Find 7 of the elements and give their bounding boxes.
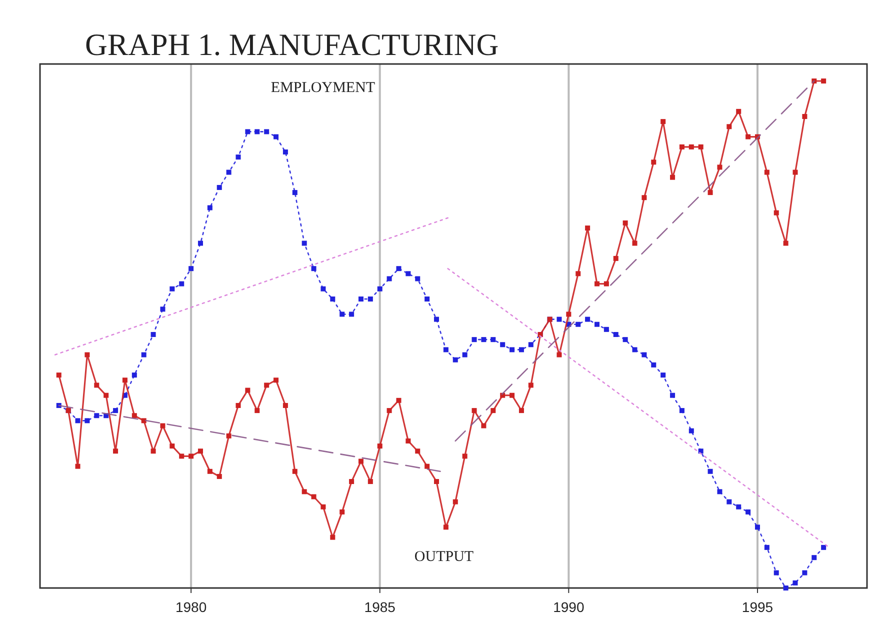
text: EMPLOYMENT: [270, 80, 376, 96]
x-tick-label: 1985: [364, 599, 396, 615]
x-tick-label: 1980: [175, 599, 207, 615]
chart-title: GRAPH 1. MANUFACTURING: [85, 27, 499, 62]
x-tick-label: 1990: [553, 599, 584, 615]
series-label: OUTPUT: [414, 549, 474, 565]
x-tick-label: 1995: [742, 599, 774, 615]
